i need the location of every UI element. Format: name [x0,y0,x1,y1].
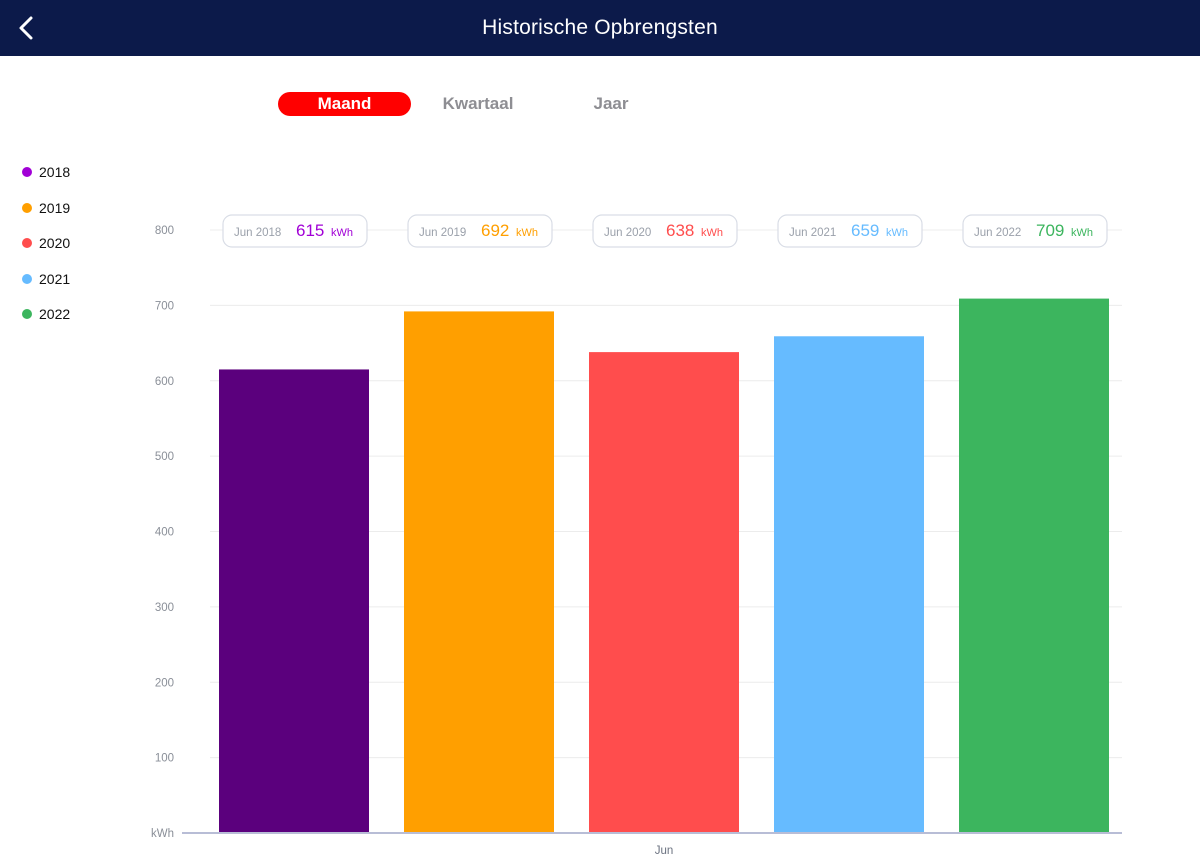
data-label-pill [407,214,553,248]
y-tick-label: 500 [155,451,174,463]
legend-label: 2022 [39,306,71,322]
data-label-pill [222,214,368,248]
legend-label: 2020 [39,235,71,251]
tab-kwartaal[interactable]: Kwartaal [442,94,514,113]
y-axis-unit-label: kWh [151,828,174,840]
bar-2021 [774,336,924,832]
legend-dot [22,309,32,319]
data-label-value: 692 [481,221,509,240]
data-label-period: Jun 2020 [604,227,651,239]
bar-2018 [219,369,369,832]
legend-item-2019[interactable]: 2019 [22,196,70,220]
data-label-value: 709 [1036,221,1064,240]
data-label-unit: kWh [1071,227,1093,239]
data-label-pill [962,214,1108,248]
chevron-left-icon [19,16,33,40]
legend-dot [22,238,32,248]
bar-2019 [404,311,554,832]
legend-dot [22,202,32,213]
legend-label: 2018 [39,164,71,180]
legend-dot [22,167,32,177]
data-label-period: Jun 2018 [234,227,281,239]
data-label-period: Jun 2022 [974,227,1021,239]
legend-item-2022[interactable]: 2022 [22,302,70,326]
data-label-value: 638 [666,221,694,240]
legend-label: 2021 [39,270,71,287]
y-tick-label: 200 [155,677,174,689]
legend-item-2020[interactable]: 2020 [22,231,70,255]
data-label-period: Jun 2019 [419,227,466,239]
legend-item-2021[interactable]: 2021 [22,267,70,291]
legend-label: 2019 [39,199,71,216]
bar-2020 [589,352,739,832]
bar-2022 [959,298,1109,832]
y-tick-label: 400 [155,527,174,539]
data-label-unit: kWh [331,227,353,239]
y-tick-label: 600 [155,376,174,388]
y-tick-label: 300 [155,602,174,614]
legend-dot [22,273,32,284]
data-label-value: 659 [851,221,879,240]
tab-maand[interactable]: Maand [278,92,411,116]
tab-jaar[interactable]: Jaar [593,94,629,113]
data-label-pill [592,214,738,248]
y-tick-label: 800 [155,225,174,237]
data-label-period: Jun 2021 [789,227,836,239]
data-label-pill [777,214,923,248]
y-tick-label: 100 [155,753,174,765]
legend-item-2018[interactable]: 2018 [22,160,70,184]
chart-legend: 2018 2019 2020 2021 2022 [22,160,70,338]
data-label-unit: kWh [701,227,723,239]
y-tick-label: 700 [155,300,174,312]
page-title: Historische Opbrengsten [482,16,718,39]
app-header: Historische Opbrengsten [0,0,1200,56]
data-label-value: 615 [296,221,324,240]
data-label-unit: kWh [516,227,538,239]
back-button[interactable] [8,10,44,46]
data-label-unit: kWh [886,227,908,239]
x-tick-label: Jun [655,845,674,857]
